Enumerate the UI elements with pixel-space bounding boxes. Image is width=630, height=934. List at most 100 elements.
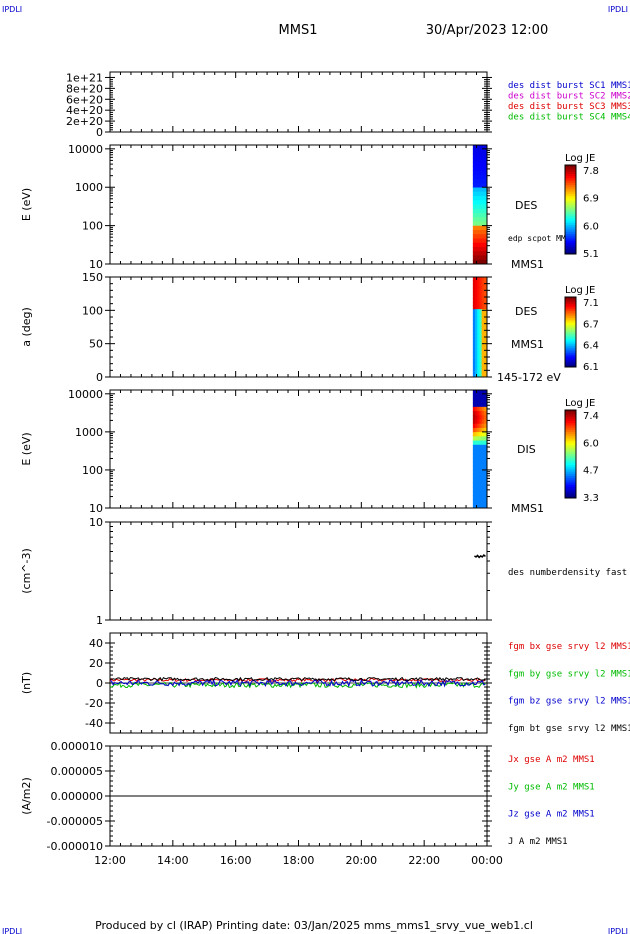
panel3-heatmap-cell bbox=[472, 348, 476, 353]
panel2-heatmap-cell bbox=[472, 145, 476, 150]
panel3-heatmap-cell bbox=[483, 327, 487, 332]
panel4-heatmap-cell bbox=[472, 503, 476, 509]
panel3-heatmap-cell bbox=[475, 348, 478, 353]
panel4-heatmap-cell bbox=[481, 419, 485, 425]
panel3-heatmap-cell bbox=[479, 341, 483, 346]
panel4-heatmap-cell bbox=[483, 432, 487, 437]
panel3-heatmap-cell bbox=[472, 341, 476, 346]
panel3-colorbar-cell bbox=[565, 340, 576, 343]
panel4-colorbar-cell bbox=[565, 456, 576, 459]
panel3-heatmap-cell bbox=[477, 359, 480, 364]
panel4-heatmap-cell bbox=[479, 478, 483, 484]
panel4-heatmap-cell bbox=[481, 436, 485, 442]
footer-credit: Produced by cl (IRAP) Printing date: 03/… bbox=[95, 919, 533, 932]
panel4-heatmap-cell bbox=[475, 394, 478, 399]
panel2-colorbar-cell bbox=[565, 227, 576, 231]
panel2-heatmap-cell bbox=[481, 247, 485, 252]
panel2-heatmap-cell bbox=[479, 170, 483, 176]
panel4-heatmap-cell bbox=[472, 419, 476, 425]
panel2-heatmap-cell bbox=[475, 174, 478, 180]
panel4-heatmap-cell bbox=[477, 423, 480, 429]
panel4-colorbar-cell bbox=[565, 416, 576, 420]
panel4-heatmap-cell bbox=[481, 390, 485, 395]
panel7-legend-item: Jx gse A m2 MMS1 bbox=[508, 755, 595, 765]
panel4-heatmap-cell bbox=[483, 444, 487, 450]
panel2-heatmap-cell bbox=[472, 191, 476, 197]
panel3-heatmap-cell bbox=[483, 362, 487, 367]
panel4-heatmap-cell bbox=[475, 486, 478, 492]
panel3-heatmap-cell bbox=[481, 323, 485, 328]
panel4-heatmap-cell bbox=[477, 427, 480, 433]
panel3-heatmap-cell bbox=[475, 369, 478, 374]
panel4-heatmap-cell bbox=[477, 436, 480, 442]
panel3-heatmap-cell bbox=[483, 319, 487, 324]
panel3-heatmap-cell bbox=[477, 298, 480, 303]
panel3-heatmap-cell bbox=[477, 312, 480, 317]
panel4-heatmap-cell bbox=[481, 453, 485, 458]
panel4-heatmap-cell bbox=[475, 398, 478, 404]
panel2-heatmap-cell bbox=[483, 204, 487, 210]
panel4-heatmap-cell bbox=[481, 411, 485, 416]
panel3-heatmap-cell bbox=[472, 277, 476, 282]
panel3-heatmap-cell bbox=[481, 355, 485, 360]
panel4-heatmap-cell bbox=[477, 465, 480, 471]
panel2-heatmap-cell bbox=[483, 153, 487, 159]
panel4-heatmap-cell bbox=[481, 503, 485, 509]
panel3-heatmap-cell bbox=[472, 366, 476, 371]
panel2-heatmap-cell bbox=[477, 213, 480, 218]
panel2-heatmap-cell bbox=[475, 162, 478, 167]
panel3-heatmap-cell bbox=[475, 355, 478, 360]
panel2-heatmap-cell bbox=[472, 247, 476, 252]
panel2-heatmap-cell bbox=[472, 204, 476, 210]
panel3-heatmap-cell bbox=[479, 327, 483, 332]
panel3-heatmap-cell bbox=[472, 359, 476, 364]
panel3-colorbar-cell bbox=[565, 354, 576, 357]
panel4-colorbar-cell bbox=[565, 473, 576, 477]
panel2-colorbar-cell bbox=[565, 178, 576, 182]
panel6-series-line bbox=[109, 676, 486, 682]
panel3-colorbar-cell bbox=[565, 318, 576, 321]
panel4-colorbar-cell bbox=[565, 418, 576, 422]
panel3-heatmap-cell bbox=[481, 348, 485, 353]
panel7-legend-item: Jz gse A m2 MMS1 bbox=[508, 810, 595, 820]
panel3-heatmap-cell bbox=[477, 284, 480, 289]
panel2-heatmap-cell bbox=[479, 217, 483, 222]
panel3-colorbar-cell bbox=[565, 333, 576, 336]
panel2-colorbar-cell bbox=[565, 225, 576, 228]
panel2-heatmap-cell bbox=[475, 153, 478, 159]
panel3-ytick-label: 100 bbox=[82, 304, 103, 317]
panel3-ytick-label: 150 bbox=[82, 271, 103, 284]
panel2-heatmap-cell bbox=[472, 183, 476, 188]
panel3-colorbar-cell bbox=[565, 337, 576, 340]
panel3-heatmap-cell bbox=[481, 309, 485, 314]
panel2-heatmap-cell bbox=[475, 242, 478, 248]
panel3-colorbar-cell bbox=[565, 363, 576, 366]
panel2-colorbar-cell bbox=[565, 238, 576, 242]
panel4-heatmap-cell bbox=[475, 419, 478, 425]
panel3-heatmap-cell bbox=[483, 312, 487, 317]
panel3-heatmap-cell bbox=[483, 284, 487, 289]
panel2-heatmap-cell bbox=[479, 157, 483, 163]
panel3-heatmap-cell bbox=[481, 294, 485, 299]
panel3-heatmap-cell bbox=[483, 366, 487, 371]
panel3-heatmap-cell bbox=[483, 277, 487, 282]
panel3-colorbar-cell bbox=[565, 365, 576, 368]
panel2-heatmap-cell bbox=[479, 213, 483, 218]
panel2-heatmap-cell bbox=[483, 179, 487, 184]
panel4-colorbar-cell bbox=[565, 414, 576, 418]
panel2-colorbar-cell bbox=[565, 229, 576, 233]
panel3-heatmap-cell bbox=[475, 366, 478, 371]
panel4-heatmap-cell bbox=[479, 461, 483, 467]
panel6-ytick-label: -40 bbox=[85, 717, 103, 730]
panel4-heatmap-cell bbox=[477, 503, 480, 509]
panel3-ytick-label: 50 bbox=[89, 338, 103, 351]
panel3-heatmap-cell bbox=[472, 291, 476, 296]
panel2-heatmap-cell bbox=[479, 149, 483, 154]
panel2-heatmap-cell bbox=[479, 153, 483, 159]
panel3-colorbar-tick-label: 6.4 bbox=[583, 341, 599, 352]
panel4-heatmap-cell bbox=[475, 415, 478, 420]
panel3-colorbar-cell bbox=[565, 347, 576, 350]
panel2-colorbar-tick-label: 6.0 bbox=[583, 221, 599, 232]
panel2-heatmap-cell bbox=[479, 230, 483, 235]
panel3-heatmap-cell bbox=[475, 327, 478, 332]
